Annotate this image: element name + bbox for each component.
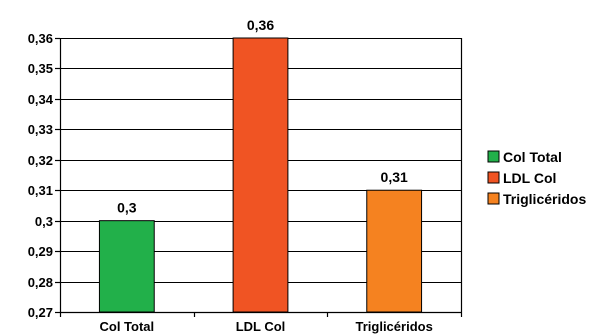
x-tick-label: Col Total [100, 319, 155, 334]
legend-entry: LDL Col [503, 170, 556, 186]
y-tick-labels: 0,27 0,28 0,29 0,3 0,31 0,32 0,33 0,34 0,35 0,36 [28, 31, 54, 320]
data-label: 0,3 [117, 200, 137, 216]
bar [232, 37, 289, 313]
y-tick-label: 0,33 [28, 122, 53, 137]
x-tick-label: LDL Col [236, 319, 286, 334]
y-tick-label: 0,35 [28, 61, 53, 76]
y-tick-label: 0,27 [28, 305, 53, 320]
axes [55, 37, 463, 317]
x-tick-label: Triglicéridos [356, 319, 433, 334]
y-tick-label: 0,29 [28, 244, 53, 259]
y-tick-label: 0,3 [35, 214, 53, 229]
y-tick-label: 0,32 [28, 153, 53, 168]
bars [98, 37, 423, 313]
y-tick-label: 0,36 [28, 31, 53, 46]
legend-swatch [487, 150, 500, 163]
legend: Col Total LDL Col Triglicéridos [487, 149, 586, 207]
x-tick-labels: Col Total LDL Col Triglicéridos [100, 319, 433, 334]
data-labels: 0,3 0,36 0,31 [117, 17, 408, 216]
bar [98, 220, 155, 313]
y-tick-label: 0,31 [28, 183, 53, 198]
legend-swatch [487, 171, 500, 184]
bar [366, 189, 423, 313]
y-tick-label: 0,34 [28, 92, 54, 107]
legend-swatch [487, 192, 500, 205]
data-label: 0,31 [381, 169, 408, 185]
legend-entry: Triglicéridos [503, 191, 586, 207]
legend-entry: Col Total [503, 149, 562, 165]
data-label: 0,36 [247, 17, 274, 33]
y-tick-label: 0,28 [28, 275, 53, 290]
